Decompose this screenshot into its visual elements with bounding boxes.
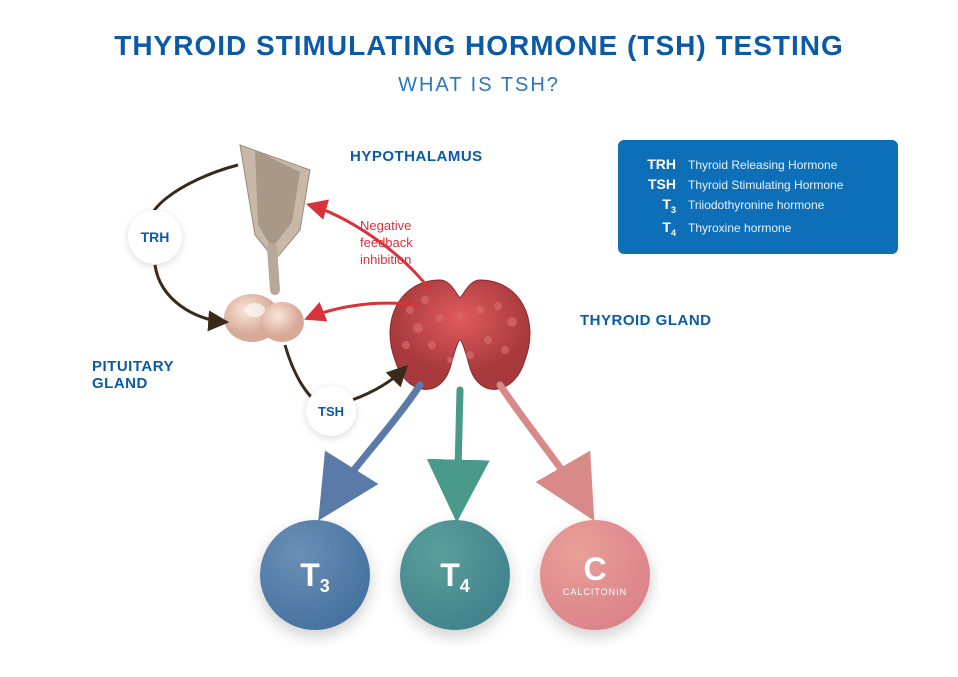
badge-trh: TRH	[128, 210, 182, 264]
legend-box: TRH Thyroid Releasing Hormone TSH Thyroi…	[618, 140, 898, 254]
hypothalamus-icon	[240, 145, 310, 290]
arrow-t4	[457, 390, 460, 510]
label-hypothalamus: HYPOTHALAMUS	[350, 148, 483, 165]
legend-desc: Thyroxine hormone	[688, 221, 791, 235]
hormone-t3: T3	[260, 520, 370, 630]
legend-row: TRH Thyroid Releasing Hormone	[634, 156, 882, 172]
arrow-trh-2	[155, 265, 225, 322]
arrow-feedback-pit	[308, 303, 418, 318]
label-pituitary: PITUITARYGLAND	[92, 358, 212, 392]
legend-desc: Thyroid Releasing Hormone	[688, 158, 837, 172]
legend-abbr: T4	[634, 219, 676, 238]
label-thyroid: THYROID GLAND	[580, 312, 712, 329]
legend-row: TSH Thyroid Stimulating Hormone	[634, 176, 882, 192]
legend-row: T4 Thyroxine hormone	[634, 219, 882, 238]
legend-desc: Triiodothyronine hormone	[688, 198, 824, 212]
badge-tsh: TSH	[306, 386, 356, 436]
hormone-t4: T4	[400, 520, 510, 630]
legend-desc: Thyroid Stimulating Hormone	[688, 178, 843, 192]
hormone-c: C CALCITONIN	[540, 520, 650, 630]
legend-row: T3 Triiodothyronine hormone	[634, 196, 882, 215]
arrow-tsh-2	[352, 368, 405, 400]
pituitary-icon	[224, 294, 304, 342]
legend-abbr: TSH	[634, 176, 676, 192]
legend-abbr: TRH	[634, 156, 676, 172]
legend-abbr: T3	[634, 196, 676, 215]
thyroid-icon	[390, 280, 530, 389]
arrow-c	[500, 385, 588, 510]
page-title: THYROID STIMULATING HORMONE (TSH) TESTIN…	[0, 30, 958, 62]
label-feedback: Negative feedback inhibition	[360, 218, 413, 269]
page-subtitle: WHAT IS TSH?	[0, 74, 958, 97]
